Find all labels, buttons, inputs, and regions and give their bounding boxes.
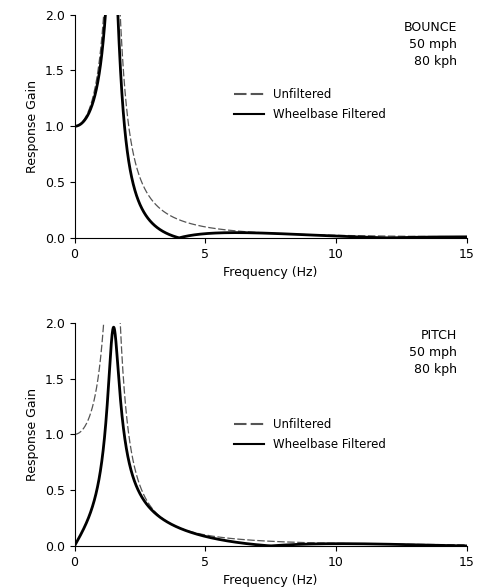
Line: Unfiltered: Unfiltered [74,170,466,545]
Wheelbase Filtered [326,232,332,239]
Wheelbase Filtered [393,541,399,548]
Unfiltered [363,541,369,548]
Unfiltered [72,431,77,438]
Wheelbase Filtered [306,541,312,548]
Unfiltered [326,232,332,239]
Unfiltered [463,541,468,548]
Wheelbase Filtered [143,212,148,219]
Wheelbase Filtered [306,231,312,238]
Line: Wheelbase Filtered: Wheelbase Filtered [74,327,466,546]
Unfiltered [306,539,312,546]
Unfiltered [221,534,227,541]
Wheelbase Filtered [221,229,227,236]
X-axis label: Frequency (Hz): Frequency (Hz) [223,574,317,587]
Wheelbase Filtered [326,540,332,547]
Unfiltered [143,187,148,194]
Wheelbase Filtered [110,323,116,330]
Unfiltered [463,233,468,240]
Wheelbase Filtered [384,234,390,241]
Wheelbase Filtered [221,537,227,544]
Legend: Unfiltered, Wheelbase Filtered: Unfiltered, Wheelbase Filtered [229,413,390,456]
Wheelbase Filtered [72,542,77,549]
Legend: Unfiltered, Wheelbase Filtered: Unfiltered, Wheelbase Filtered [229,83,390,126]
Unfiltered [326,539,332,546]
Wheelbase Filtered [363,234,369,241]
Wheelbase Filtered [393,234,399,241]
Text: PITCH
50 mph
80 kph: PITCH 50 mph 80 kph [408,329,456,376]
Text: BOUNCE
50 mph
80 kph: BOUNCE 50 mph 80 kph [403,21,456,68]
Unfiltered [306,231,312,238]
Unfiltered [221,226,227,233]
Unfiltered [72,123,77,130]
Wheelbase Filtered [463,233,468,240]
Wheelbase Filtered [363,541,369,548]
X-axis label: Frequency (Hz): Frequency (Hz) [223,266,317,279]
Wheelbase Filtered [72,123,77,130]
Line: Unfiltered: Unfiltered [74,0,466,237]
Unfiltered [363,232,369,239]
Unfiltered [393,541,399,548]
Wheelbase Filtered [463,542,468,549]
Y-axis label: Response Gain: Response Gain [26,388,39,481]
Unfiltered [110,166,116,173]
Wheelbase Filtered [143,500,148,507]
Y-axis label: Response Gain: Response Gain [26,80,39,173]
Unfiltered [393,232,399,239]
Unfiltered [143,495,148,502]
Line: Wheelbase Filtered: Wheelbase Filtered [74,0,466,238]
